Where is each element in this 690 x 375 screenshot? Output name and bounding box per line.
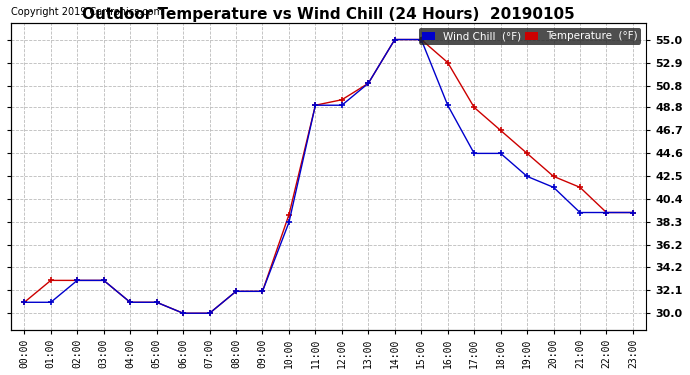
Text: Copyright 2019 Cartronics.com: Copyright 2019 Cartronics.com (11, 7, 163, 17)
Title: Outdoor Temperature vs Wind Chill (24 Hours)  20190105: Outdoor Temperature vs Wind Chill (24 Ho… (82, 7, 575, 22)
Legend: Wind Chill  (°F), Temperature  (°F): Wind Chill (°F), Temperature (°F) (419, 28, 641, 45)
